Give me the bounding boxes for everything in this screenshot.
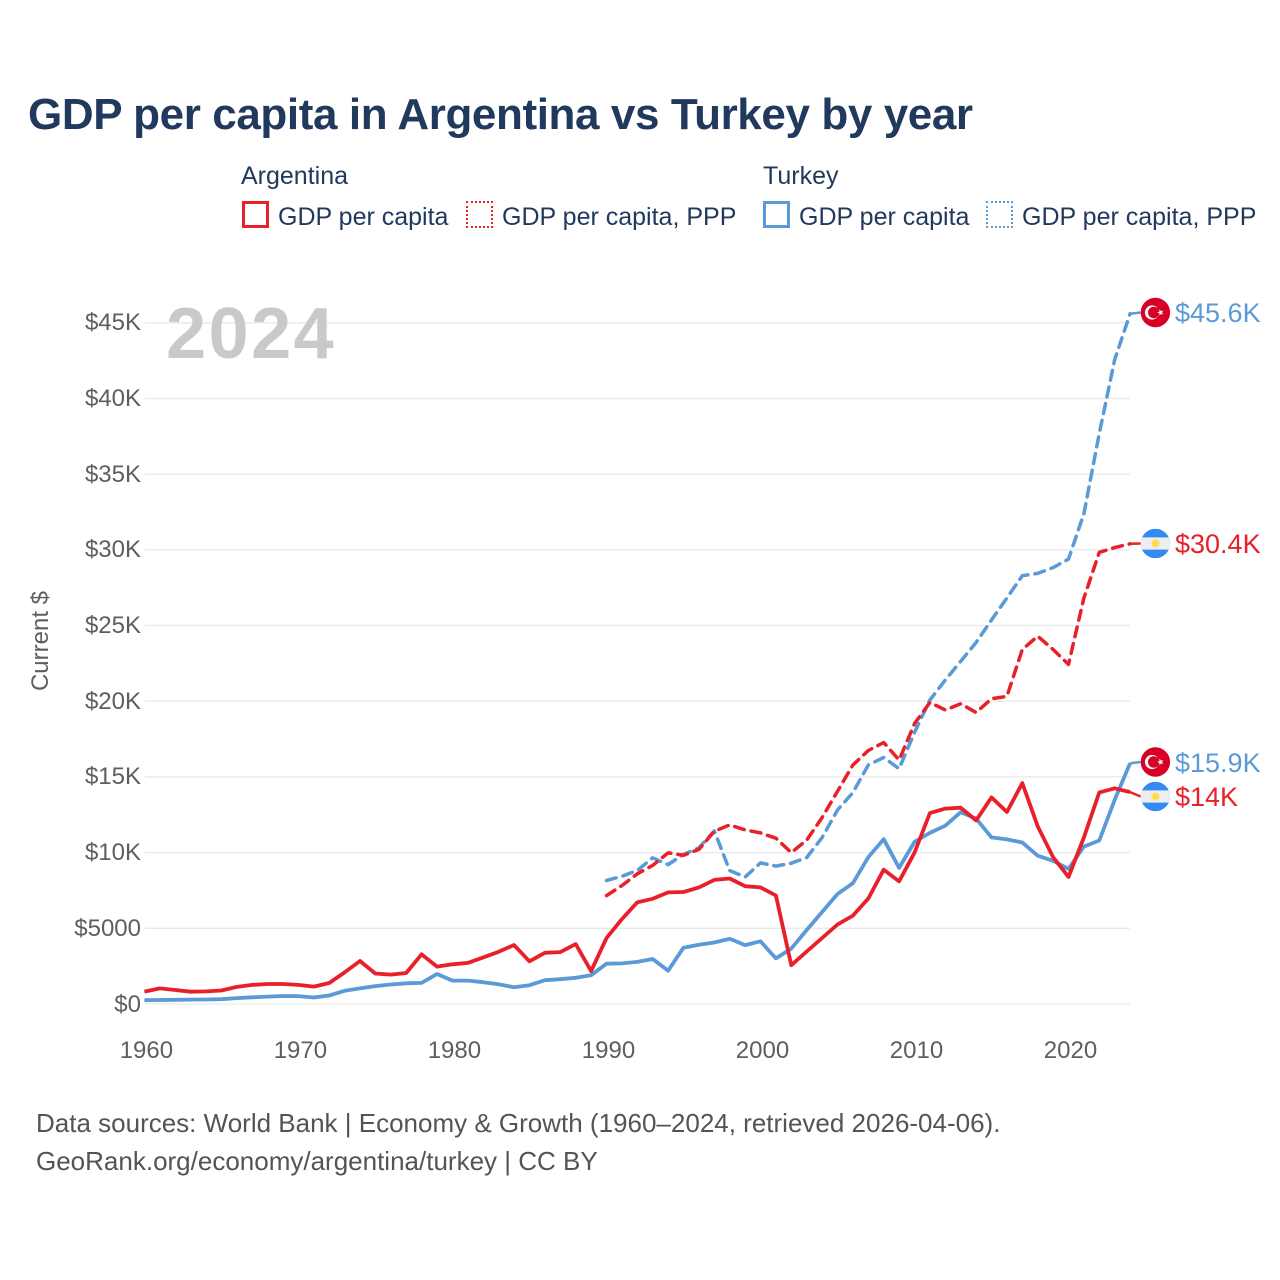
svg-text:2024: 2024 [166,294,336,374]
